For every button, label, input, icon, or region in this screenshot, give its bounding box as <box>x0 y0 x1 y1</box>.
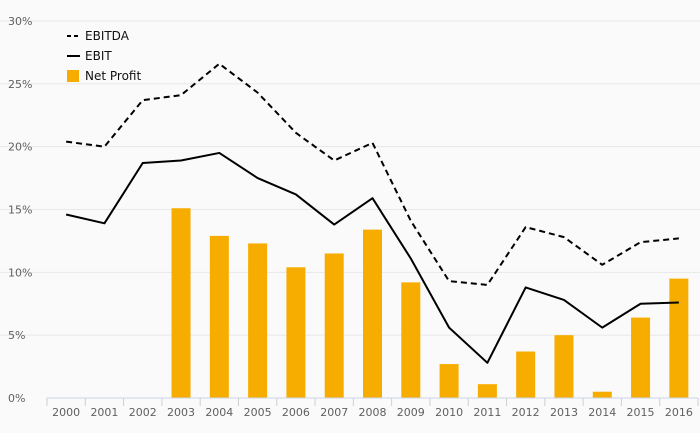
x-tick-label: 2000 <box>52 406 80 419</box>
bar-net-profit-2010 <box>439 364 459 398</box>
grid-layer <box>0 20 700 336</box>
x-tick-label: 2004 <box>205 406 233 419</box>
x-tick-label: 2001 <box>90 406 118 419</box>
axis-layer: 0% 5% 10% 15% 20% 25% 30% 2000 2001 2002 2003 2004 2… <box>8 15 699 419</box>
x-tick-label: 2016 <box>665 406 693 419</box>
y-tick-label: 5% <box>8 329 25 342</box>
x-tick-label: 2006 <box>282 406 310 419</box>
bar-net-profit-2007 <box>324 253 344 398</box>
bar-net-profit-2013 <box>554 335 574 398</box>
line-layer <box>65 62 679 364</box>
x-tick-label: 2005 <box>244 406 272 419</box>
y-tick-label: 0% <box>8 392 25 405</box>
bar-net-profit-2009 <box>401 282 421 398</box>
x-tick-label: 2014 <box>588 406 616 419</box>
bar-net-profit-2011 <box>477 384 497 398</box>
y-tick-label: 30% <box>8 15 32 28</box>
bar-net-profit-2014 <box>592 391 612 398</box>
bar-net-profit-2004 <box>209 235 229 398</box>
x-tick-label: 2009 <box>397 406 425 419</box>
bar-net-profit-2016 <box>669 278 689 398</box>
bar-net-profit-2003 <box>171 208 191 398</box>
y-tick-label: 15% <box>8 204 32 217</box>
x-tick-label: 2013 <box>550 406 578 419</box>
y-tick-label: 25% <box>8 78 32 91</box>
x-tick-label: 2003 <box>167 406 195 419</box>
x-tick-label: 2007 <box>320 406 348 419</box>
legend-swatch-net-profit <box>67 70 79 82</box>
x-tick-label: 2010 <box>435 406 463 419</box>
legend-label: Net Profit <box>85 69 141 83</box>
bar-layer <box>171 208 689 398</box>
x-tick-label: 2011 <box>473 406 501 419</box>
legend-label: EBIT <box>85 49 112 63</box>
y-tick-label: 10% <box>8 266 32 279</box>
line-ebit <box>65 151 679 364</box>
bar-net-profit-2012 <box>516 351 536 398</box>
x-tick-label: 2008 <box>359 406 387 419</box>
x-tick-label: 2002 <box>129 406 157 419</box>
bar-net-profit-2006 <box>286 267 306 398</box>
x-tick-label: 2012 <box>512 406 540 419</box>
legend-label: EBITDA <box>85 29 130 43</box>
bar-net-profit-2015 <box>631 317 651 398</box>
x-tick-label: 2015 <box>627 406 655 419</box>
y-tick-label: 20% <box>8 141 32 154</box>
bar-net-profit-2005 <box>248 243 268 398</box>
legend: EBITDA EBIT Net Profit <box>67 29 141 83</box>
bar-net-profit-2008 <box>363 229 382 398</box>
line-ebitda <box>66 62 679 286</box>
